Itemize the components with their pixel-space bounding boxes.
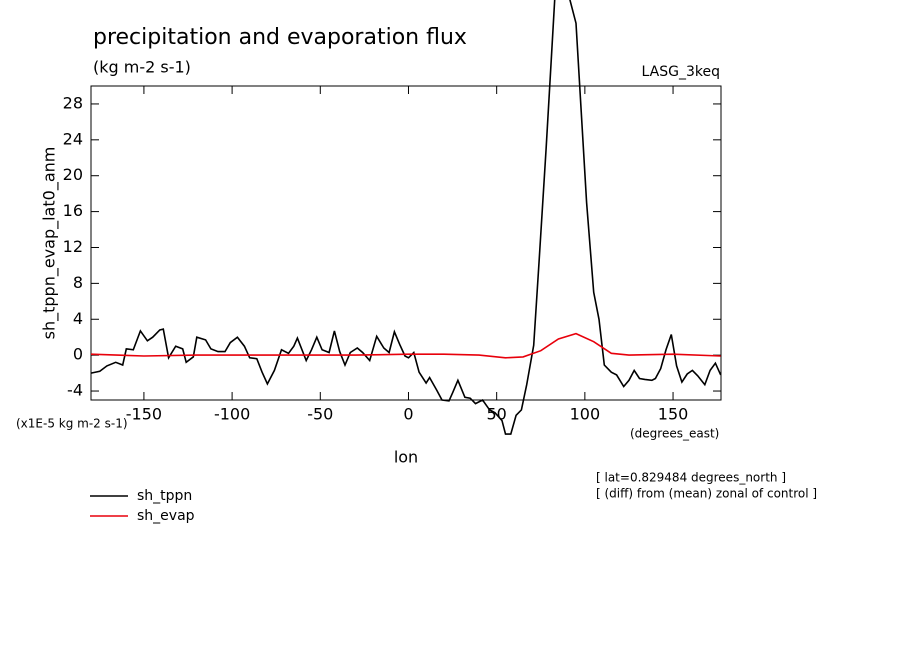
y-tick-label: -4	[67, 381, 83, 400]
y-tick-label: 8	[73, 273, 83, 292]
note: [ lat=0.829484 degrees_north ]	[596, 471, 786, 485]
run-label: LASG_3keq	[642, 64, 720, 80]
y-tick-label: 12	[63, 237, 83, 256]
y-tick-label: 24	[63, 129, 83, 148]
x-tick-label: -150	[126, 405, 162, 424]
y-tick-label: 0	[73, 345, 83, 364]
x-axis-label: lon	[394, 448, 418, 467]
y-tick-label: 4	[73, 309, 83, 328]
x-tick-label: 0	[403, 405, 413, 424]
chart-title: precipitation and evaporation flux	[93, 25, 467, 50]
x-tick-label: -50	[307, 405, 333, 424]
x-tick-label: -100	[214, 405, 250, 424]
x-tick-label: 150	[658, 405, 689, 424]
y-tick-label: 20	[63, 165, 83, 184]
legend-label: sh_tppn	[137, 488, 192, 504]
y-tick-label: 28	[63, 93, 83, 112]
x-units: (degrees_east)	[630, 427, 719, 441]
plot-frame	[90, 85, 722, 401]
chart-subtitle: (kg m-2 s-1)	[93, 58, 191, 77]
y-tick-label: 16	[63, 201, 83, 220]
series-line	[90, 0, 722, 435]
legend-label: sh_evap	[137, 508, 195, 524]
note: [ (diff) from (mean) zonal of control ]	[596, 487, 817, 501]
y-units: (x1E-5 kg m-2 s-1)	[16, 417, 128, 431]
series-line	[90, 332, 721, 359]
x-tick-label: 100	[570, 405, 601, 424]
y-axis-label: sh_tppn_evap_lat0_anm	[40, 147, 60, 340]
